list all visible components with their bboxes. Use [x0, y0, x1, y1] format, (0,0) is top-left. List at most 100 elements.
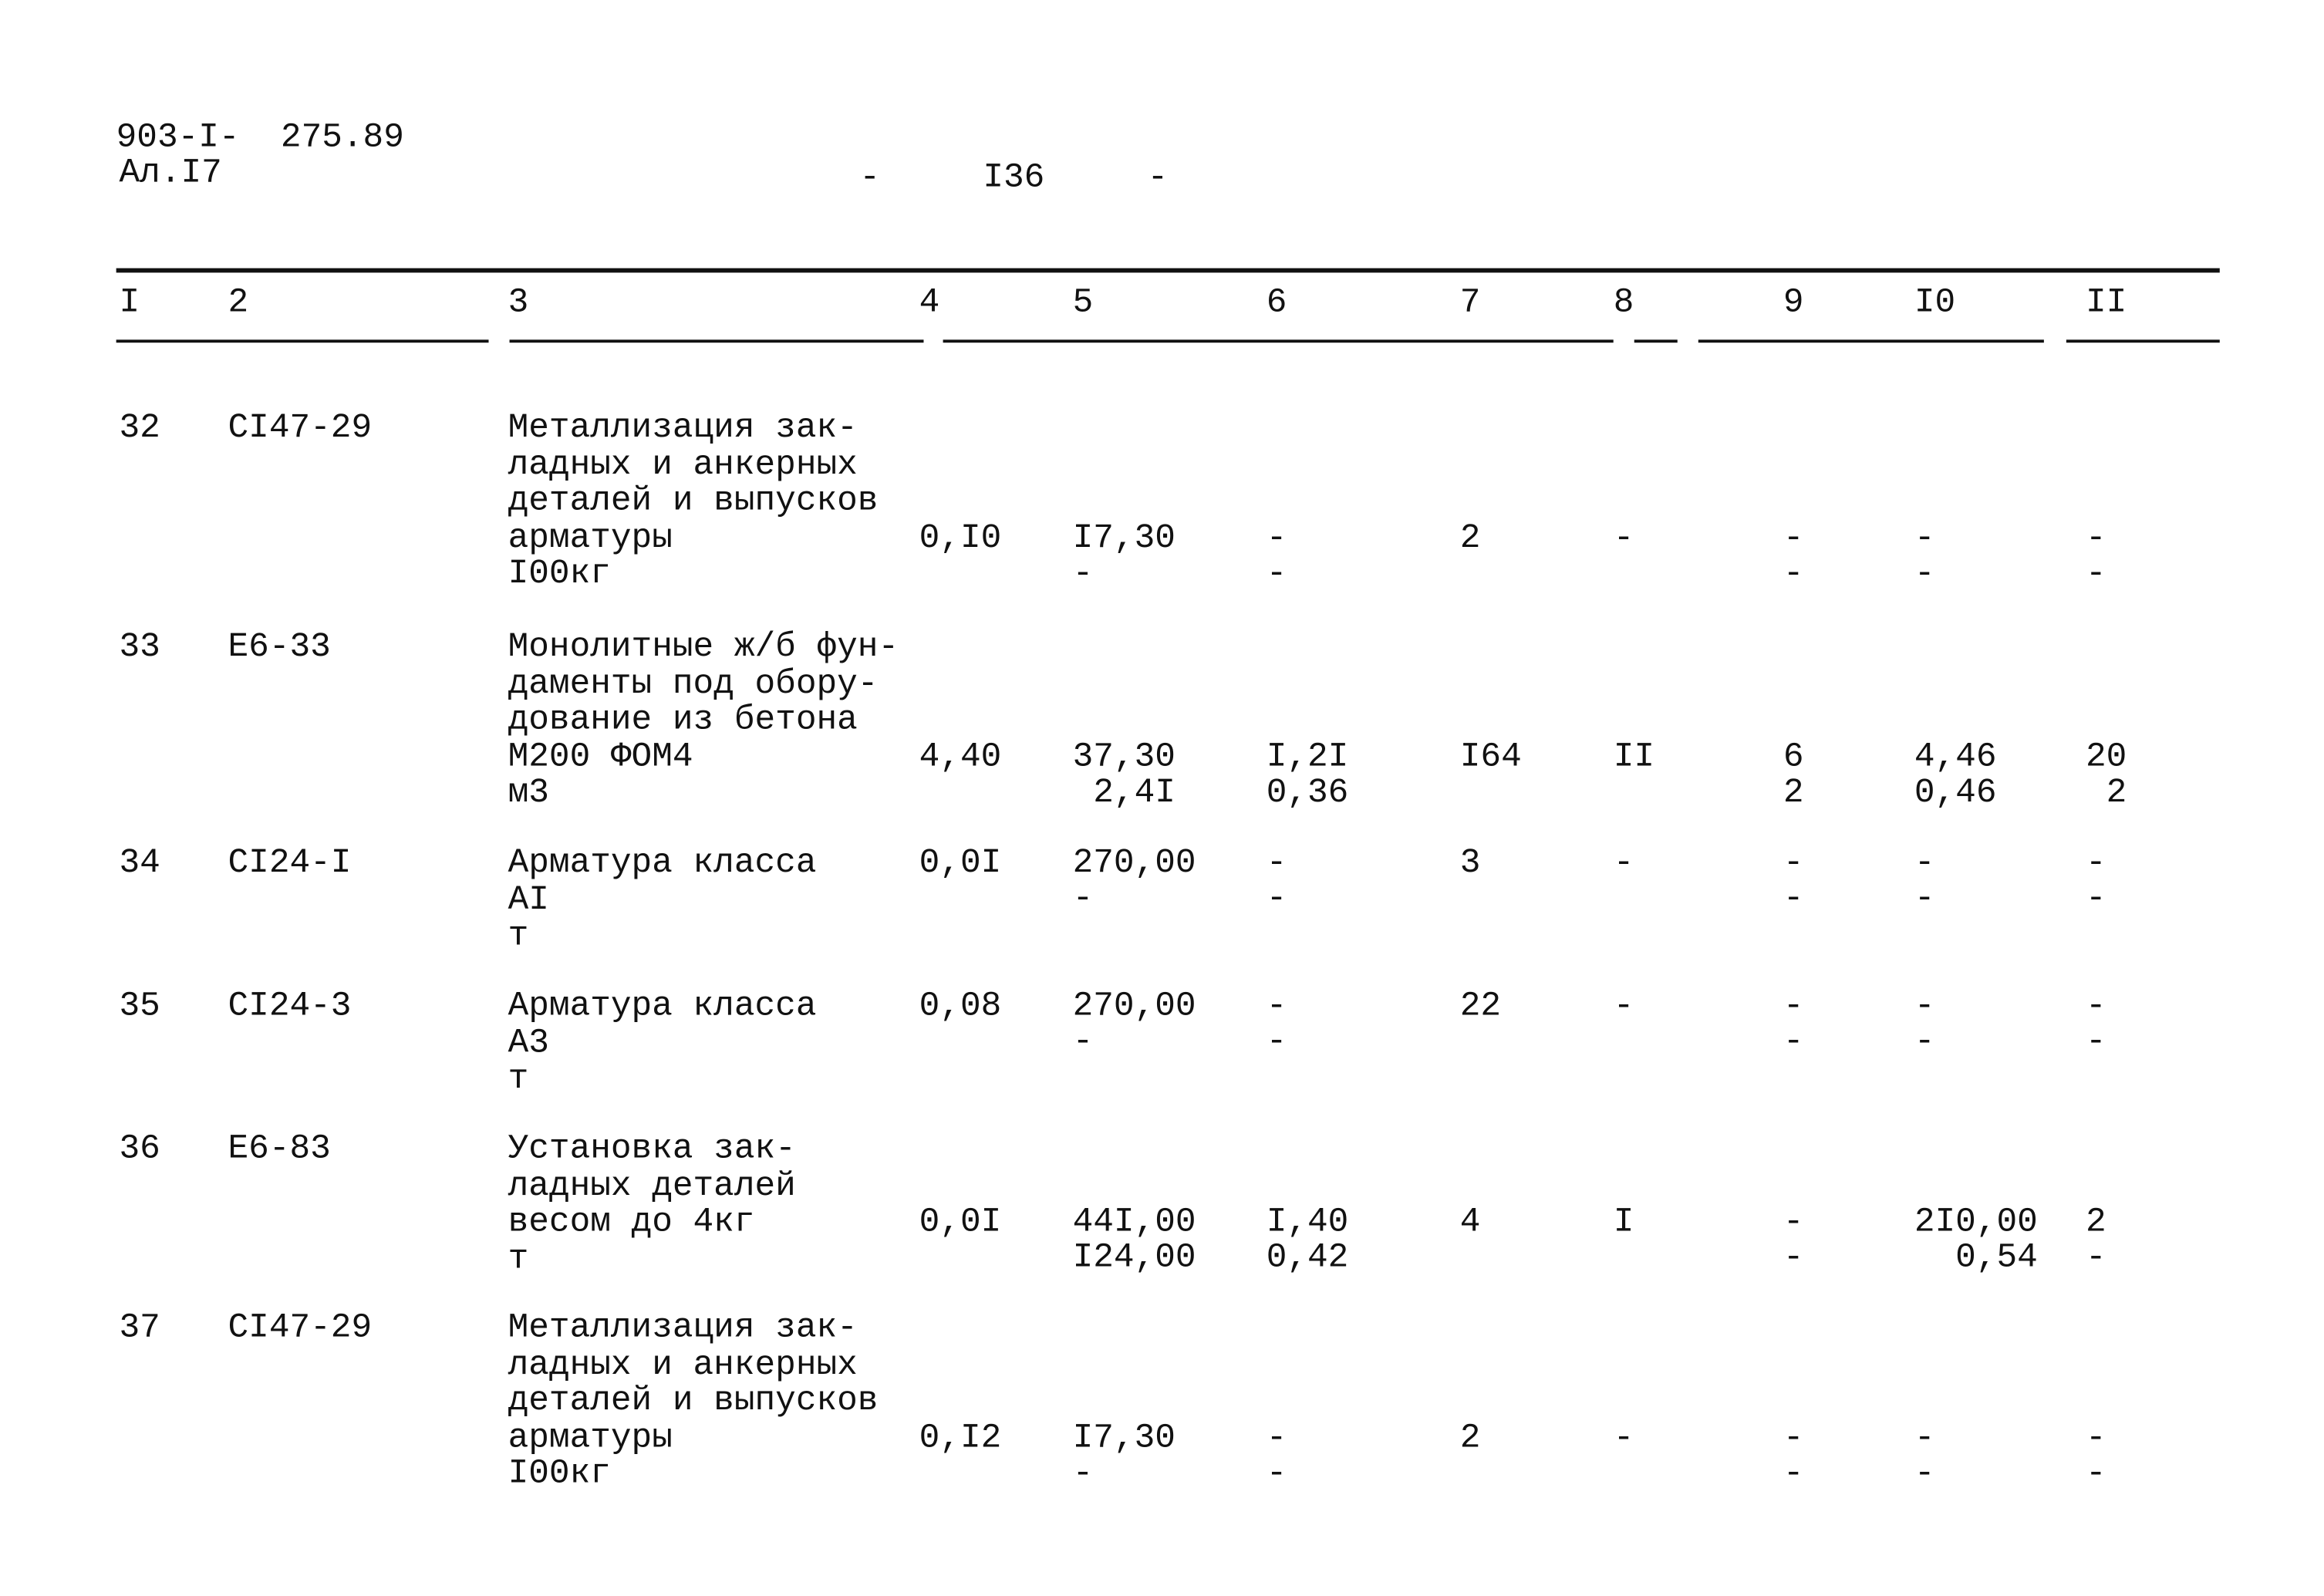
value-cell: 2 — [1783, 772, 1804, 811]
work-description-line: ладных и анкерных — [508, 444, 858, 484]
value-cell: - — [1072, 1021, 1094, 1061]
column-header: 3 — [508, 282, 529, 322]
column-header: 2 — [228, 282, 249, 322]
column-header: 8 — [1613, 282, 1634, 322]
rate-code: CI47-29 — [228, 408, 373, 447]
value-cell: - — [1783, 518, 1804, 557]
value-cell: 4 — [1459, 1202, 1481, 1241]
table-top-rule — [116, 268, 2220, 273]
value-cell: - — [1266, 986, 1287, 1025]
header-rule — [1698, 339, 2044, 343]
work-description-line: I00кг — [508, 554, 611, 593]
work-description-line: арматуры — [508, 1417, 673, 1456]
value-cell: - — [1266, 879, 1287, 918]
value-cell: 0,36 — [1266, 772, 1349, 811]
work-description-line: деталей и выпусков — [508, 1381, 879, 1420]
row-number: 34 — [119, 843, 160, 882]
value-cell: I24,00 — [1072, 1237, 1196, 1277]
value-cell: - — [1914, 986, 1935, 1025]
value-cell: 0,0I — [919, 1202, 1002, 1241]
value-cell: 4,46 — [1914, 737, 1997, 776]
work-description-line: Арматура класса — [508, 843, 817, 882]
value-cell: 0,42 — [1266, 1237, 1349, 1277]
value-cell: - — [1914, 879, 1935, 918]
work-description-line: Установка зак- — [508, 1129, 796, 1169]
value-cell: - — [1914, 1021, 1935, 1061]
value-cell: - — [1914, 518, 1935, 557]
value-cell: - — [1072, 1453, 1094, 1493]
value-cell: - — [1266, 553, 1287, 592]
page-number: - I36 - — [859, 157, 1169, 197]
value-cell: - — [1783, 843, 1804, 882]
header-rule — [1634, 339, 1678, 343]
row-number: 33 — [119, 627, 160, 666]
value-cell: - — [1914, 843, 1935, 882]
value-cell: - — [1783, 879, 1804, 918]
column-header: II — [2085, 282, 2127, 322]
value-cell: - — [1914, 553, 1935, 592]
column-header: 9 — [1783, 282, 1804, 322]
work-description-line: т — [508, 1238, 529, 1278]
work-description-line: Металлизация зак- — [508, 408, 858, 447]
column-header: 7 — [1459, 282, 1481, 322]
value-cell: - — [1613, 843, 1634, 882]
column-header: 5 — [1072, 282, 1094, 322]
sheet-number: Ал.I7 — [119, 153, 222, 193]
value-cell: I — [1613, 1202, 1634, 1241]
value-cell: - — [1266, 843, 1287, 882]
work-description-line: М200 ФОМ4 — [508, 737, 693, 776]
work-description-line: А3 — [508, 1022, 549, 1062]
value-cell: - — [2085, 986, 2106, 1025]
value-cell: 0,54 — [1914, 1237, 2038, 1277]
work-description-line: Монолитные ж/б фун- — [508, 627, 899, 666]
value-cell: 0,I0 — [919, 518, 1002, 557]
work-description-line: I00кг — [508, 1454, 611, 1493]
value-cell: II — [1613, 737, 1655, 776]
value-cell: - — [1783, 1453, 1804, 1493]
work-description-line: т — [508, 916, 529, 956]
value-cell: 22 — [1459, 986, 1502, 1025]
value-cell: - — [1783, 1417, 1804, 1456]
header-rule — [116, 339, 489, 343]
value-cell: - — [1613, 518, 1634, 557]
value-cell: - — [1914, 1417, 1935, 1456]
value-cell: 3 — [1459, 843, 1481, 882]
column-header: 6 — [1266, 282, 1287, 322]
value-cell: I7,30 — [1072, 518, 1175, 557]
value-cell: - — [1266, 1021, 1287, 1061]
value-cell: - — [2085, 843, 2106, 882]
value-cell: - — [1783, 1202, 1804, 1241]
value-cell: - — [1783, 1021, 1804, 1061]
value-cell: 6 — [1783, 737, 1804, 776]
value-cell: - — [1914, 1453, 1935, 1493]
value-cell: 270,00 — [1072, 843, 1196, 882]
rate-code: CI47-29 — [228, 1308, 373, 1347]
value-cell: 4,40 — [919, 737, 1002, 776]
work-description-line: Арматура класса — [508, 986, 817, 1025]
column-header: 4 — [919, 282, 940, 322]
value-cell: I,2I — [1266, 737, 1349, 776]
value-cell: 37,30 — [1072, 737, 1175, 776]
value-cell: - — [2085, 1021, 2106, 1061]
value-cell: 0,I2 — [919, 1417, 1002, 1456]
value-cell: 44I,00 — [1072, 1202, 1196, 1241]
header-rule — [2066, 339, 2220, 343]
value-cell: 2 — [2085, 772, 2127, 811]
value-cell: - — [1613, 1417, 1634, 1456]
value-cell: - — [1072, 553, 1094, 592]
rate-code: Е6-33 — [228, 627, 331, 666]
work-description-line: АI — [508, 879, 549, 919]
value-cell: 2 — [2085, 1202, 2106, 1241]
value-cell: 2 — [1459, 1417, 1481, 1456]
value-cell: - — [2085, 1237, 2106, 1277]
row-number: 36 — [119, 1129, 160, 1169]
value-cell: 2,4I — [1072, 772, 1175, 811]
value-cell: - — [1783, 986, 1804, 1025]
value-cell: - — [1266, 1453, 1287, 1493]
value-cell: 20 — [2085, 737, 2127, 776]
value-cell: - — [2085, 1453, 2106, 1493]
work-description-line: ладных и анкерных — [508, 1345, 858, 1384]
work-description-line: дование из бетона — [508, 700, 858, 739]
value-cell: I64 — [1459, 737, 1522, 776]
